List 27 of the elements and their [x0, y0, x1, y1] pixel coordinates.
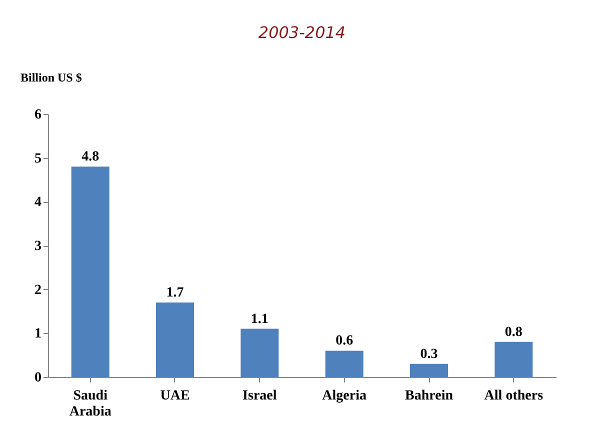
bar	[494, 342, 533, 377]
y-tick-label: 5	[34, 151, 42, 166]
bar	[240, 328, 279, 377]
y-axis-title: Billion US $	[20, 70, 82, 84]
y-tick-label: 4	[34, 195, 42, 210]
x-tick-label: Israel	[242, 388, 277, 404]
y-tick-label: 1	[34, 326, 42, 342]
x-tick-label: All others	[484, 388, 544, 404]
y-tick-label: 3	[34, 239, 42, 254]
bar	[156, 302, 194, 377]
data-label: 4.8	[82, 150, 100, 165]
x-tick-label: Bahrein	[405, 388, 454, 404]
x-tick-label: UAE	[160, 388, 190, 404]
data-label: 1.7	[166, 285, 184, 300]
bar	[410, 364, 448, 377]
y-tick-label: 0	[34, 370, 42, 386]
bar	[71, 166, 110, 377]
data-label: 0.3	[420, 346, 438, 362]
data-label: 0.6	[336, 334, 354, 349]
chart-title: 2003-2014	[258, 23, 346, 42]
y-tick-label: 2	[34, 282, 42, 298]
data-label: 1.1	[250, 312, 268, 327]
data-label: 0.8	[504, 324, 522, 340]
bar	[325, 350, 364, 377]
x-tick-label: Saudi Arabia	[69, 388, 112, 420]
x-tick-label: Algeria	[322, 388, 366, 404]
y-tick-label: 6	[34, 108, 42, 122]
